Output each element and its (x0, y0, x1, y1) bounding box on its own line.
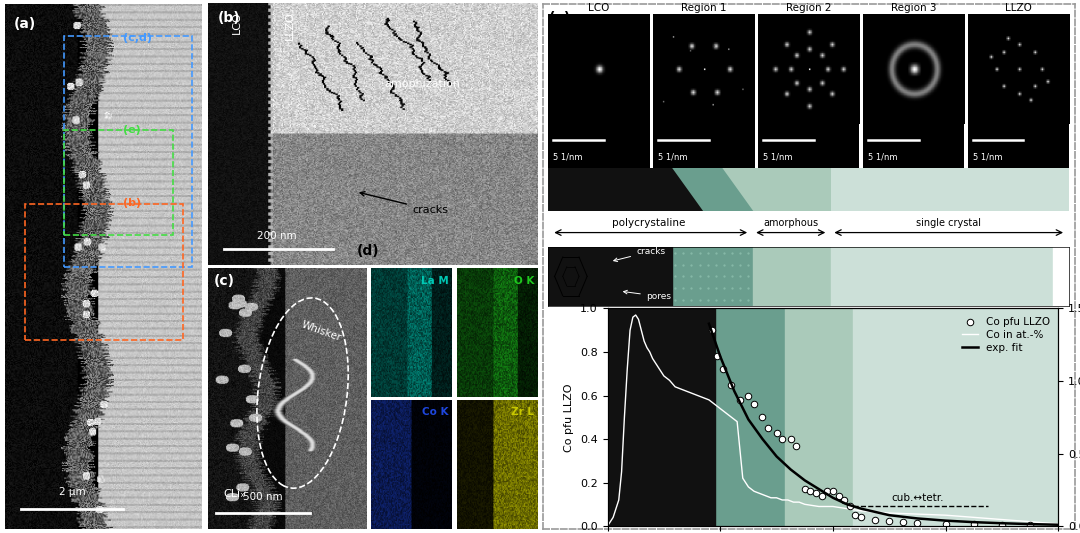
Point (723, 381, 740, 389)
Title: LCO: LCO (589, 3, 609, 13)
Text: cub.↔tetr.: cub.↔tetr. (891, 493, 944, 503)
Point (824, 487, 841, 496)
Text: cracks: cracks (613, 247, 665, 262)
Bar (548, 247, 672, 306)
Bar (753, 247, 832, 306)
Point (801, 487, 819, 496)
Bar (607, 309, 715, 526)
Text: O K: O K (514, 276, 535, 286)
Point (754, 413, 771, 422)
Point (796, 485, 813, 494)
Text: 500 nm: 500 nm (243, 492, 283, 502)
Point (994, 521, 1011, 529)
Text: (b): (b) (123, 198, 141, 208)
Bar (1053, 247, 1069, 306)
Text: amophization: amophization (384, 79, 460, 89)
Title: LLZO: LLZO (1005, 3, 1031, 13)
Point (841, 502, 859, 511)
Point (894, 518, 912, 526)
Text: (e): (e) (549, 11, 571, 25)
Point (829, 491, 847, 500)
Polygon shape (548, 167, 672, 211)
Point (745, 400, 762, 408)
Text: cracks: cracks (360, 192, 448, 215)
Polygon shape (832, 167, 1069, 211)
Text: 2 μm: 2 μm (59, 487, 85, 497)
Point (773, 435, 791, 443)
Point (813, 491, 831, 500)
Bar (785, 309, 853, 526)
Text: (c): (c) (214, 274, 235, 288)
Text: 5 1/nm: 5 1/nm (658, 152, 688, 161)
Point (808, 489, 825, 498)
Bar (65, 130, 173, 235)
Bar (672, 247, 753, 306)
Point (836, 496, 853, 504)
Point (782, 435, 799, 443)
Text: Zr L: Zr L (511, 407, 535, 417)
Bar (715, 309, 785, 526)
Text: amorphous: amorphous (764, 218, 819, 228)
Point (909, 519, 927, 527)
Y-axis label: Co pfu LLZO: Co pfu LLZO (565, 383, 575, 451)
Text: (b): (b) (217, 11, 240, 25)
Point (852, 513, 869, 522)
Text: polycrystaline: polycrystaline (612, 218, 686, 228)
Text: La M: La M (420, 276, 448, 286)
Text: Whisker: Whisker (300, 319, 343, 343)
Point (703, 326, 720, 335)
Point (740, 391, 757, 400)
Text: 200 nm: 200 nm (257, 231, 297, 241)
Text: (d): (d) (356, 244, 379, 257)
Text: 5 1/nm: 5 1/nm (973, 152, 1002, 161)
Text: (e): (e) (123, 125, 141, 135)
Title: Region 3: Region 3 (891, 3, 936, 13)
Title: Region 1: Region 1 (681, 3, 727, 13)
Text: LCO: LCO (232, 11, 242, 34)
Text: CLiₓ: CLiₓ (224, 489, 245, 499)
Text: Co K: Co K (422, 407, 448, 417)
Point (819, 487, 836, 496)
Point (866, 515, 883, 524)
Title: Region 2: Region 2 (786, 3, 832, 13)
Text: single crystal: single crystal (916, 218, 982, 228)
Point (880, 516, 897, 525)
Polygon shape (723, 167, 863, 211)
Bar (65, 36, 192, 266)
Point (787, 441, 805, 450)
Text: pores: pores (623, 290, 671, 301)
Point (847, 511, 864, 520)
Text: (a): (a) (13, 18, 36, 31)
Text: LLZO: LLZO (285, 11, 295, 39)
Text: 5 1/nm: 5 1/nm (762, 152, 793, 161)
Bar (548, 247, 672, 306)
Text: 5 1/nm: 5 1/nm (868, 152, 897, 161)
Point (966, 520, 983, 528)
Point (768, 428, 785, 437)
Point (708, 352, 726, 361)
Point (759, 424, 777, 432)
Bar (832, 247, 1069, 306)
Bar (25, 204, 183, 340)
Point (1022, 521, 1039, 529)
Polygon shape (548, 167, 703, 211)
Point (937, 520, 955, 528)
Polygon shape (640, 167, 784, 211)
Legend: Co pfu LLZO, Co in at.-%, exp. fit: Co pfu LLZO, Co in at.-%, exp. fit (959, 314, 1053, 356)
Bar (607, 309, 715, 526)
Bar (853, 309, 1058, 526)
Point (714, 365, 731, 374)
Point (731, 395, 748, 404)
Text: 5 1/nm: 5 1/nm (553, 152, 583, 161)
Text: (c,d): (c,d) (123, 33, 152, 43)
